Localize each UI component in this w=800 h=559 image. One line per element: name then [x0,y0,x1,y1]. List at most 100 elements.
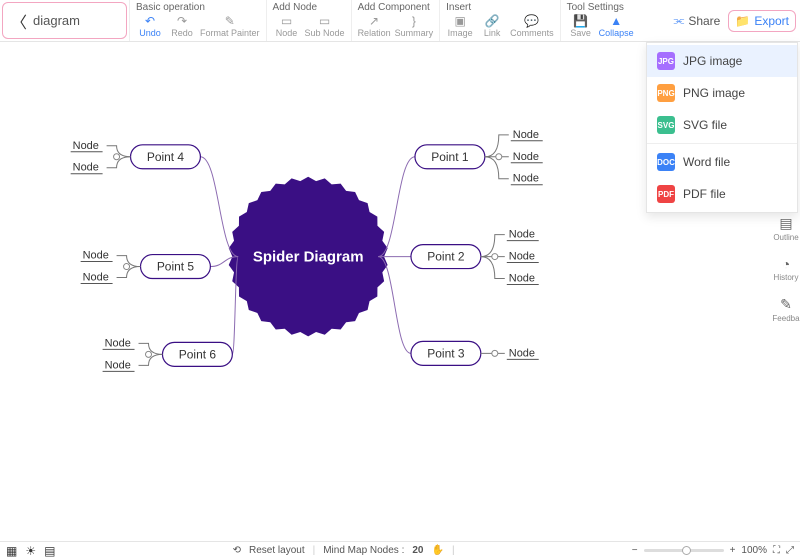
branch-dot [492,254,498,260]
zoom-out-button[interactable]: − [632,545,638,556]
tool-node[interactable]: ▭Node [273,14,301,38]
child-label[interactable]: Node [513,173,539,185]
tool-label: Collapse [599,28,634,38]
child-label[interactable]: Node [509,251,535,263]
tool-group: Basic operation↶Undo↷Redo✎Format Painter [129,0,266,41]
title-box: 〈 [2,2,127,39]
theme-icon-1[interactable]: ▦ [6,544,17,558]
export-svg[interactable]: SVG SVG file [647,109,797,141]
export-item-label: SVG file [683,118,727,132]
tool-collapse[interactable]: ▲Collapse [599,14,634,38]
tool-label: Format Painter [200,28,260,38]
export-pdf[interactable]: PDF PDF file [647,178,797,210]
branch-dot [124,264,130,270]
child-label[interactable]: Node [105,359,131,371]
branch-dot [496,154,502,160]
export-icon: 📁 [735,14,750,28]
jpg-icon: JPG [657,52,675,70]
child-label[interactable]: Node [509,347,535,359]
tool-save[interactable]: 💾Save [567,14,595,38]
topbar-right: ⫘ Share 📁 Export [674,0,800,41]
hand-tool-icon[interactable]: ✋ [432,545,444,556]
child-link [485,157,509,179]
tool-link[interactable]: 🔗Link [478,14,506,38]
child-label[interactable]: Node [509,273,535,285]
document-title-input[interactable] [33,13,113,28]
tool-group: Insert▣Image🔗Link💬Comments [439,0,560,41]
tool-group-title: Tool Settings [567,2,634,13]
child-label[interactable]: Node [513,129,539,141]
image-icon: ▣ [452,14,468,28]
doc-icon: DOC [657,153,675,171]
tool-relation[interactable]: ↗Relation [358,14,391,38]
child-label[interactable]: Node [73,162,99,174]
reset-layout-label[interactable]: Reset layout [249,545,305,556]
point-label: Point 2 [427,250,465,264]
export-item-label: PDF file [683,187,726,201]
sub-node-icon: ▭ [317,14,333,28]
tool-group-title: Add Component [358,2,434,13]
zoom-in-button[interactable]: + [730,545,736,556]
export-jpg[interactable]: JPG JPG image [647,45,797,77]
collapse-icon: ▲ [608,14,624,28]
tool-label: Comments [510,28,554,38]
share-button[interactable]: ⫘ Share [674,13,721,28]
export-dropdown: JPG JPG image PNGPNG image SVG SVG file DOCWo… [646,42,798,213]
tool-label: Sub Node [305,28,345,38]
tool-sub-node[interactable]: ▭Sub Node [305,14,345,38]
tool-label: Relation [358,28,391,38]
branch-link [378,157,415,257]
link-icon: 🔗 [484,14,500,28]
export-button[interactable]: 📁 Export [728,10,796,32]
center-label: Spider Diagram [253,249,364,266]
tool-group: Add Component↗Relation}Summary [351,0,440,41]
export-doc[interactable]: DOCWord file [647,146,797,178]
tool-comments[interactable]: 💬Comments [510,14,554,38]
theme-icon-2[interactable]: ☀ [25,544,36,558]
child-label[interactable]: Node [105,337,131,349]
redo-icon: ↷ [174,14,190,28]
reset-layout-icon[interactable]: ⟲ [233,545,241,556]
point-label: Point 4 [147,150,185,164]
tool-image[interactable]: ▣Image [446,14,474,38]
child-label[interactable]: Node [83,272,109,284]
zoom-value: 100% [741,545,767,556]
branch-dot [114,154,120,160]
export-item-label: PNG image [683,86,745,100]
back-button[interactable]: 〈 [9,9,33,33]
svg-icon: SVG [657,116,675,134]
point-label: Point 3 [427,346,465,360]
child-label[interactable]: Node [83,250,109,262]
fullscreen-icon[interactable]: ⤢ [786,545,794,556]
pdf-icon: PDF [657,185,675,203]
child-label[interactable]: Node [73,140,99,152]
share-label: Share [688,14,720,28]
fit-icon[interactable]: ⛶ [773,545,780,556]
tool-undo[interactable]: ↶Undo [136,14,164,38]
tool-label: Summary [395,28,434,38]
branch-dot [146,351,152,357]
top-toolbar: 〈 Basic operation↶Undo↷Redo✎Format Paint… [0,0,800,42]
tool-group: Tool Settings💾Save▲Collapse [560,0,640,41]
export-png[interactable]: PNGPNG image [647,77,797,109]
tool-redo[interactable]: ↷Redo [168,14,196,38]
theme-icon-3[interactable]: ▤ [44,544,55,558]
child-link [481,257,505,279]
export-item-label: JPG image [683,54,742,68]
tool-label: Undo [139,28,161,38]
node-icon: ▭ [279,14,295,28]
tool-format-painter[interactable]: ✎Format Painter [200,14,260,38]
tool-group-title: Insert [446,2,554,13]
child-link [485,135,509,157]
child-label[interactable]: Node [509,229,535,241]
tool-label: Link [484,28,501,38]
tool-group-title: Add Node [273,2,345,13]
zoom-slider[interactable] [644,549,724,552]
tool-group: Add Node▭Node▭Sub Node [266,0,351,41]
share-icon: ⫘ [674,13,685,28]
format-painter-icon: ✎ [222,14,238,28]
tool-summary[interactable]: }Summary [395,14,434,38]
status-bar: ▦ ☀ ▤ ⟲ Reset layout | Mind Map Nodes : … [0,541,800,559]
child-label[interactable]: Node [513,151,539,163]
branch-dot [492,350,498,356]
